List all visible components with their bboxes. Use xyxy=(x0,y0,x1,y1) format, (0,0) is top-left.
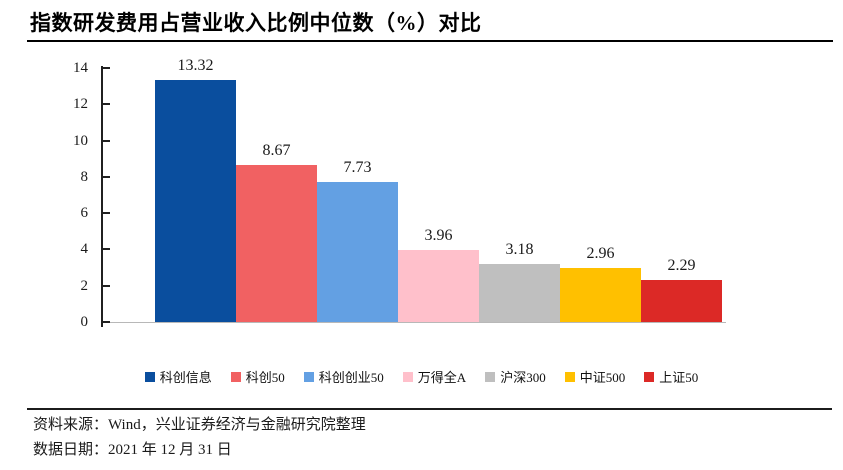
legend-swatch-icon xyxy=(303,371,314,382)
bar-value-label: 2.29 xyxy=(667,257,696,275)
y-tick-label: 4 xyxy=(80,241,89,258)
bar-value-label: 7.73 xyxy=(343,158,372,176)
y-tick xyxy=(103,139,110,142)
bar-中证500 xyxy=(560,268,641,322)
legend-label: 科创创业50 xyxy=(318,370,384,385)
y-tick xyxy=(103,175,110,178)
legend-item-上证50: 上证50 xyxy=(644,367,698,386)
legend-label: 万得全A xyxy=(417,370,467,385)
legend-label: 科创50 xyxy=(245,370,285,385)
legend-swatch-icon xyxy=(644,371,655,382)
bar-科创50 xyxy=(236,164,317,322)
y-tick-label: 6 xyxy=(80,205,89,222)
y-tick xyxy=(103,212,110,215)
source-note: 资料来源：Wind，兴业证券经济与金融研究院整理 xyxy=(33,417,366,433)
legend-label: 中证500 xyxy=(579,370,626,385)
legend-swatch-icon xyxy=(144,371,155,382)
legend-swatch-icon xyxy=(402,371,413,382)
y-tick xyxy=(103,67,110,69)
legend-item-科创信息: 科创信息 xyxy=(144,367,212,386)
y-tick xyxy=(103,103,110,106)
y-tick-label: 10 xyxy=(73,132,88,149)
x-axis-baseline xyxy=(103,322,726,323)
y-tick xyxy=(103,284,110,287)
y-tick-label: 14 xyxy=(73,60,88,76)
legend-item-万得全A: 万得全A xyxy=(402,367,467,386)
bar-value-label: 3.96 xyxy=(424,227,453,245)
bar-沪深300 xyxy=(479,264,560,322)
legend-item-沪深300: 沪深300 xyxy=(485,367,546,386)
bar-万得全A xyxy=(398,250,479,322)
y-tick xyxy=(103,248,110,251)
bar-value-label: 8.67 xyxy=(262,141,291,159)
chart-title: 指数研发费用占营业收入比例中位数（%）对比 xyxy=(30,11,482,35)
legend-item-科创创业50: 科创创业50 xyxy=(303,367,384,386)
bar-科创信息 xyxy=(155,80,236,322)
y-tick-label: 12 xyxy=(73,96,88,113)
bar-value-label: 3.18 xyxy=(505,241,534,259)
y-tick-label: 8 xyxy=(80,168,89,185)
bar-value-label: 13.32 xyxy=(177,57,214,75)
y-tick-label: 0 xyxy=(80,314,89,330)
legend-swatch-icon xyxy=(485,371,496,382)
title-underline xyxy=(27,40,833,42)
legend-swatch-icon xyxy=(230,371,241,382)
bar-科创创业50 xyxy=(317,181,398,322)
bar-value-label: 2.96 xyxy=(586,245,615,263)
bar-上证50 xyxy=(641,280,722,322)
legend-item-科创50: 科创50 xyxy=(230,367,285,386)
chart-legend: 科创信息 科创50 科创创业50 万得全A 沪深300 中证500 上证50 xyxy=(0,367,843,386)
legend-label: 科创信息 xyxy=(159,370,212,385)
legend-item-中证500: 中证500 xyxy=(564,367,626,386)
legend-swatch-icon xyxy=(564,371,575,382)
y-tick xyxy=(103,321,110,323)
legend-label: 上证50 xyxy=(659,370,699,385)
date-note: 数据日期：2021 年 12 月 31 日 xyxy=(33,442,232,458)
legend-label: 沪深300 xyxy=(500,370,546,385)
footer-divider xyxy=(27,408,832,410)
y-tick-label: 2 xyxy=(80,277,89,294)
y-axis xyxy=(101,66,103,327)
